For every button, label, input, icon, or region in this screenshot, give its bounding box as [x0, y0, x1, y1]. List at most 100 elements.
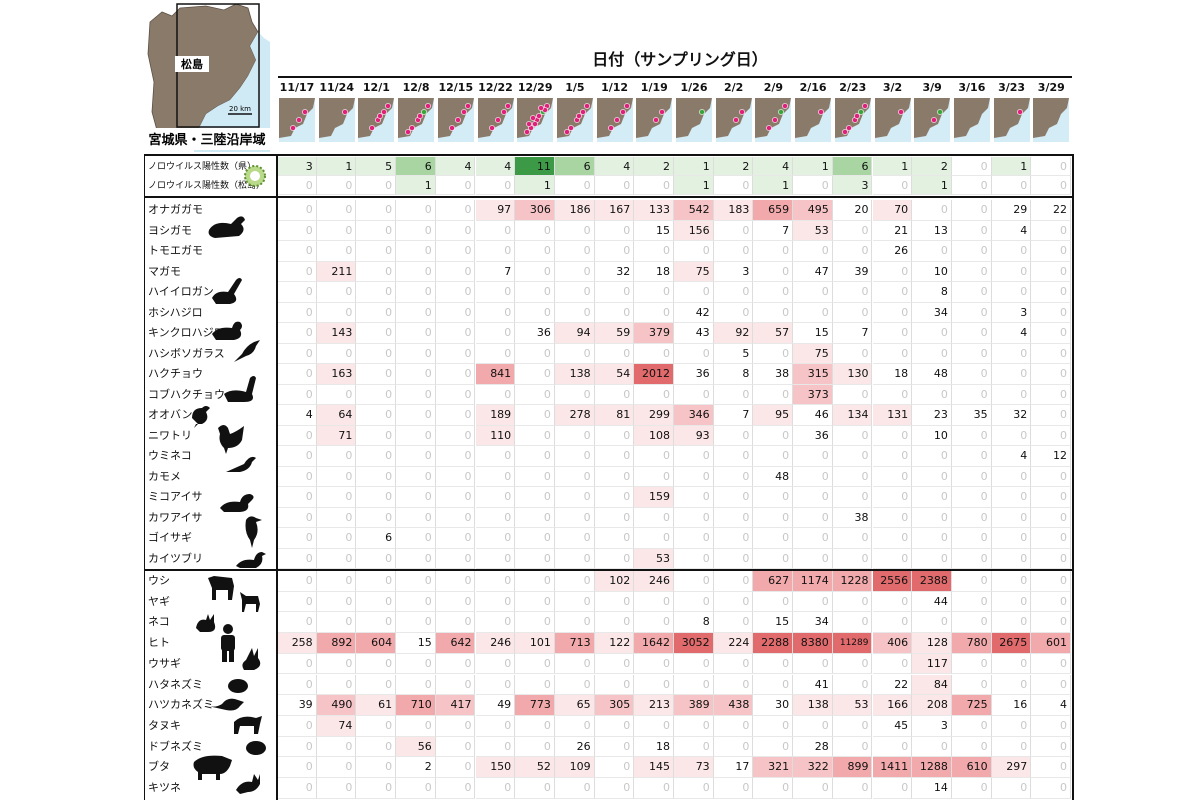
- heatmap-cell: 1: [674, 176, 714, 195]
- heatmap-cell: 0: [515, 282, 555, 303]
- heatmap-cell: 379: [634, 323, 674, 344]
- heatmap-cell: 57: [753, 323, 794, 344]
- date-thumb-map: [279, 98, 315, 142]
- heatmap-cell: 0: [991, 466, 1032, 487]
- heatmap-cell: 659: [753, 200, 794, 221]
- heatmap-cell: 0: [554, 343, 595, 364]
- heatmap-cell: 373: [793, 384, 833, 405]
- date-thumb-map: [953, 98, 990, 142]
- heatmap-cell: 53: [793, 220, 833, 241]
- heatmap-cell: 0: [435, 302, 476, 323]
- heatmap-cell: 0: [356, 425, 397, 446]
- heatmap-cell: 0: [396, 507, 436, 528]
- heatmap-cell: 610: [951, 757, 992, 778]
- heatmap-cell: 0: [396, 405, 436, 426]
- heatmap-cell: 48: [753, 466, 794, 487]
- date-header: 2/2: [724, 81, 744, 94]
- heatmap-cell: 0: [793, 653, 833, 675]
- heatmap-cell: 0: [316, 200, 357, 221]
- heatmap-cell: 49: [475, 695, 516, 716]
- heatmap-cell: 0: [316, 507, 357, 528]
- positive-site-dot: [563, 129, 570, 135]
- region-label: 宮城県・三陸沿岸域: [148, 132, 265, 148]
- heatmap-cell: 0: [356, 302, 397, 323]
- heatmap-cell: 0: [277, 364, 317, 385]
- heatmap-cell: 211: [316, 261, 357, 282]
- positive-site-dot: [619, 109, 626, 115]
- date-thumb-map: [834, 98, 871, 142]
- heatmap-cell: 0: [872, 653, 913, 675]
- heatmap-cell: 0: [515, 446, 555, 467]
- heatmap-cell: 0: [316, 487, 357, 508]
- heatmap-cell: 0: [515, 302, 555, 323]
- heatmap-cell: 0: [594, 757, 635, 778]
- heatmap-cell: 0: [475, 176, 516, 195]
- heatmap-cell: 0: [277, 736, 317, 758]
- heatmap-cell: 0: [396, 571, 436, 592]
- heatmap-cell: 299: [634, 405, 674, 426]
- cat-silhouette-icon: [194, 612, 220, 638]
- heatmap-cell: 0: [594, 612, 635, 634]
- row-label: ヤギ: [148, 594, 170, 608]
- heatmap-cell: 7: [832, 323, 873, 344]
- heatmap-cell: 0: [277, 176, 317, 195]
- heatmap-cell: 0: [832, 241, 873, 262]
- date-header: 12/22: [478, 81, 513, 94]
- positive-site-dot: [861, 103, 868, 109]
- heatmap-cell: 0: [554, 282, 595, 303]
- heatmap-cell: 0: [475, 302, 516, 323]
- date-header: 3/29: [1037, 81, 1065, 94]
- heatmap-cell: 780: [951, 633, 992, 654]
- heatmap-cell: 0: [277, 507, 317, 528]
- heatmap-cell: 0: [793, 548, 833, 569]
- heatmap-cell: 0: [515, 343, 555, 364]
- heatmap-cell: 138: [554, 364, 595, 385]
- heatmap-cell: 0: [634, 302, 674, 323]
- heatmap-cell: 3: [991, 302, 1032, 323]
- heatmap-cell: 95: [753, 405, 794, 426]
- row-label: ミコアイサ: [148, 490, 203, 503]
- heatmap-cell: 246: [634, 571, 674, 592]
- heatmap-cell: 4: [277, 405, 317, 426]
- heatmap-cell: 34: [793, 612, 833, 634]
- heatmap-cell: 0: [316, 548, 357, 569]
- heatmap-cell: 4: [594, 157, 635, 176]
- heatmap-cell: 11289: [832, 633, 873, 654]
- row-label: マガモ: [148, 264, 181, 278]
- heatmap-cell: 0: [435, 261, 476, 282]
- heatmap-cell: 0: [753, 282, 794, 303]
- heatmap-cell: 0: [713, 446, 754, 467]
- heatmap-cell: 0: [793, 241, 833, 262]
- heatmap-cell: 0: [713, 487, 754, 508]
- heatmap-cell: 0: [277, 674, 317, 696]
- heatmap-cell: 0: [991, 282, 1032, 303]
- heatmap-cell: 0: [1031, 591, 1071, 613]
- heatmap-cell: 26: [554, 736, 595, 758]
- heatmap-cell: 0: [951, 384, 992, 405]
- heatmap-cell: 0: [594, 384, 635, 405]
- row-label: ヒト: [148, 636, 170, 650]
- heatmap-cell: 0: [475, 507, 516, 528]
- heatmap-cell: 1: [316, 157, 357, 176]
- heatmap-cell: 0: [991, 612, 1032, 634]
- heatmap-cell: 0: [316, 571, 357, 592]
- heatmap-cell: 0: [475, 778, 516, 799]
- heatmap-cell: 0: [594, 302, 635, 323]
- heatmap-cell: 0: [713, 778, 754, 799]
- date-header: 1/26: [680, 81, 708, 94]
- heatmap-cell: 0: [951, 715, 992, 737]
- heatmap-cell: 0: [475, 446, 516, 467]
- heatmap-cell: 0: [475, 343, 516, 364]
- row-label: ニワトリ: [148, 428, 192, 442]
- heatmap-cell: 0: [713, 736, 754, 758]
- date-header: 1/19: [640, 81, 668, 94]
- heatmap-cell: 2: [713, 157, 754, 176]
- positive-site-dot: [931, 117, 938, 123]
- positive-site-dot: [778, 109, 785, 115]
- heatmap-cell: 10: [912, 425, 952, 446]
- heatmap-cell: 0: [475, 466, 516, 487]
- heatmap-cell: 0: [991, 778, 1032, 799]
- chart-title: 日付（サンプリング日）: [592, 50, 768, 69]
- date-thumb-map: [993, 98, 1030, 142]
